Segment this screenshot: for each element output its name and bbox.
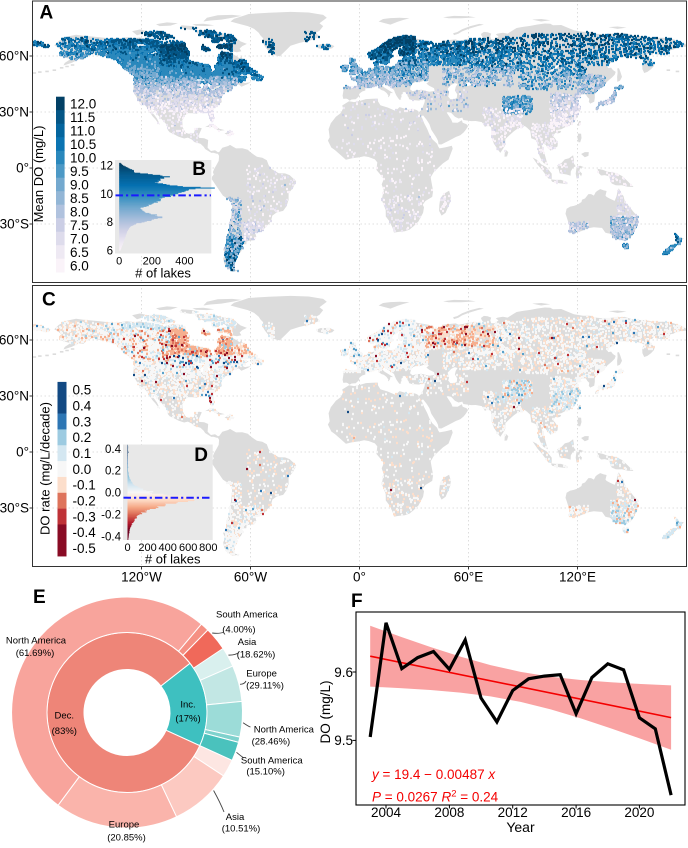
svg-text:0.0: 0.0 — [73, 462, 92, 477]
svg-text:Mean DO (mg/L): Mean DO (mg/L) — [31, 126, 46, 223]
svg-text:-0.4: -0.4 — [101, 531, 121, 543]
svg-text:0.1: 0.1 — [73, 446, 92, 461]
svg-text:Year: Year — [506, 819, 535, 835]
svg-text:12: 12 — [100, 161, 113, 173]
svg-text:A: A — [40, 3, 54, 24]
svg-text:(83%): (83%) — [52, 726, 77, 737]
svg-text:0.0: 0.0 — [105, 488, 121, 500]
svg-text:60°N: 60°N — [0, 333, 29, 348]
svg-text:y = 19.4 − 0.00487 x: y = 19.4 − 0.00487 x — [371, 767, 496, 782]
svg-text:P = 0.0267 R2 = 0.24: P = 0.0267 R2 = 0.24 — [372, 789, 499, 805]
svg-text:60°E: 60°E — [454, 570, 483, 585]
svg-text:(4.00%): (4.00%) — [222, 624, 255, 635]
svg-text:E: E — [33, 587, 46, 608]
svg-text:2016: 2016 — [561, 805, 591, 820]
svg-text:2004: 2004 — [371, 805, 402, 820]
svg-text:DO rate (mg/L/decade): DO rate (mg/L/decade) — [38, 402, 53, 535]
svg-text:North America: North America — [254, 724, 315, 735]
svg-text:South America: South America — [216, 609, 278, 620]
svg-text:120°E: 120°E — [559, 570, 596, 585]
svg-text:9.5: 9.5 — [334, 733, 353, 748]
svg-text:DO (mg/L): DO (mg/L) — [318, 680, 333, 743]
svg-text:-0.2: -0.2 — [101, 510, 121, 522]
svg-text:-0.1: -0.1 — [73, 478, 96, 493]
svg-text:2012: 2012 — [498, 805, 528, 820]
svg-text:(28.46%): (28.46%) — [252, 736, 291, 747]
svg-text:-0.2: -0.2 — [73, 494, 96, 509]
svg-text:(10.51%): (10.51%) — [222, 823, 261, 834]
svg-text:0: 0 — [116, 256, 122, 268]
svg-text:Asia: Asia — [238, 637, 257, 648]
svg-text:Inc.: Inc. — [180, 699, 195, 710]
svg-text:0.2: 0.2 — [105, 466, 121, 478]
svg-text:(17%): (17%) — [175, 713, 200, 724]
svg-text:(20.85%): (20.85%) — [107, 832, 146, 843]
svg-text:60°W: 60°W — [234, 570, 267, 585]
svg-text:-0.4: -0.4 — [73, 525, 97, 540]
svg-text:D: D — [194, 445, 208, 466]
svg-text:-0.3: -0.3 — [73, 509, 96, 524]
svg-text:8: 8 — [107, 217, 113, 229]
svg-text:120°W: 120°W — [121, 570, 162, 585]
svg-text:0.5: 0.5 — [73, 383, 92, 398]
svg-text:(29.11%): (29.11%) — [246, 680, 284, 691]
svg-text:60°N: 60°N — [0, 49, 29, 64]
svg-text:2008: 2008 — [434, 805, 464, 820]
svg-text:2020: 2020 — [624, 805, 654, 820]
svg-text:(15.10%): (15.10%) — [246, 766, 285, 777]
svg-text:30°S: 30°S — [0, 217, 29, 232]
svg-text:6.0: 6.0 — [70, 258, 89, 273]
svg-text:(61.69%): (61.69%) — [16, 648, 55, 659]
svg-text:Europe: Europe — [246, 668, 277, 679]
svg-text:800: 800 — [199, 542, 217, 554]
svg-text:C: C — [42, 290, 56, 311]
svg-text:0.4: 0.4 — [73, 398, 92, 413]
svg-text:0.3: 0.3 — [73, 414, 92, 429]
svg-text:South America: South America — [241, 755, 303, 766]
svg-text:F: F — [351, 591, 363, 612]
svg-text:0: 0 — [124, 542, 130, 554]
svg-text:0°: 0° — [16, 445, 29, 460]
svg-text:# of lakes: # of lakes — [145, 552, 201, 567]
svg-text:Europe: Europe — [109, 820, 140, 831]
svg-text:10: 10 — [100, 189, 113, 201]
svg-text:6: 6 — [107, 245, 113, 257]
svg-text:0°: 0° — [16, 161, 29, 176]
svg-text:# of lakes: # of lakes — [135, 266, 191, 281]
svg-text:30°N: 30°N — [0, 105, 29, 120]
svg-text:0.2: 0.2 — [73, 430, 92, 445]
svg-text:B: B — [192, 159, 206, 180]
svg-text:Dec.: Dec. — [55, 710, 75, 721]
svg-text:North America: North America — [6, 635, 67, 646]
svg-text:Asia: Asia — [226, 812, 245, 823]
svg-text:(18.62%): (18.62%) — [237, 649, 276, 660]
svg-text:30°S: 30°S — [0, 501, 29, 516]
svg-text:-0.5: -0.5 — [73, 541, 96, 556]
svg-text:9.6: 9.6 — [334, 665, 353, 680]
svg-text:0°: 0° — [353, 570, 366, 585]
svg-text:0.4: 0.4 — [105, 444, 122, 456]
svg-text:30°N: 30°N — [0, 389, 29, 404]
